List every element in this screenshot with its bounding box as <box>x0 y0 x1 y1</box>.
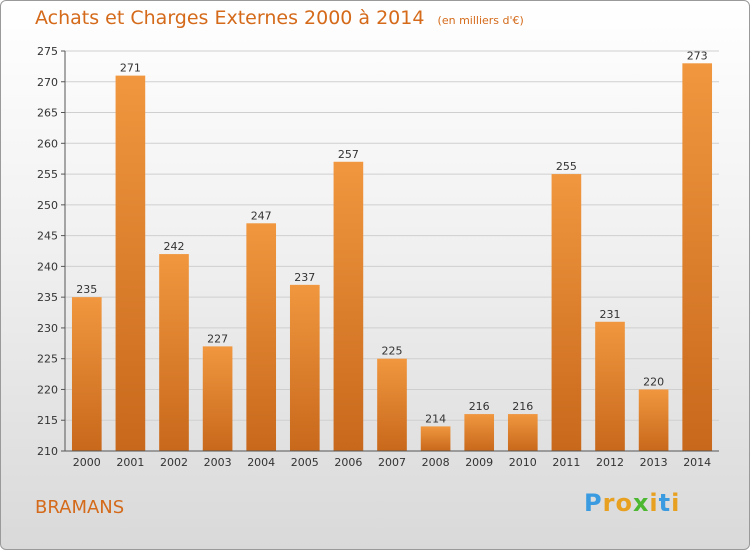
chart-subtitle: (en milliers d'€) <box>437 14 524 27</box>
data-label-2006: 257 <box>338 148 359 161</box>
data-label-2011: 255 <box>556 160 577 173</box>
y-tick-label: 220 <box>37 383 58 396</box>
x-tick-label-2002: 2002 <box>160 456 188 469</box>
y-tick-label: 235 <box>37 291 58 304</box>
data-label-2009: 216 <box>469 400 490 413</box>
y-tick-label: 225 <box>37 353 58 366</box>
y-tick-label: 240 <box>37 260 58 273</box>
x-tick-label-2003: 2003 <box>204 456 232 469</box>
x-tick-label-2004: 2004 <box>247 456 275 469</box>
y-tick-label: 245 <box>37 230 58 243</box>
chart-title: Achats et Charges Externes 2000 à 2014 <box>35 7 425 29</box>
x-tick-label-2001: 2001 <box>116 456 144 469</box>
data-label-2007: 225 <box>382 345 403 358</box>
y-tick-label: 265 <box>37 107 58 120</box>
y-tick-label: 230 <box>37 322 58 335</box>
x-tick-label-2012: 2012 <box>596 456 624 469</box>
axes: 210 215 220 225 230 235 240 245 250 255 260 265 270 2… <box>37 45 719 469</box>
logo-letter: P <box>584 489 603 517</box>
x-tick-label-2008: 2008 <box>422 456 450 469</box>
bar-2011 <box>551 174 582 452</box>
x-tick-label-2011: 2011 <box>552 456 580 469</box>
bar-2005 <box>289 284 320 451</box>
bar-2002 <box>159 254 189 451</box>
y-tick-label: 250 <box>37 199 58 212</box>
x-tick-label-2007: 2007 <box>378 456 406 469</box>
bar-2009 <box>464 414 495 451</box>
bar-2006 <box>333 161 364 451</box>
logo-letter: r <box>602 489 616 517</box>
data-label-2014: 273 <box>687 49 708 62</box>
y-tick-label: 275 <box>37 45 58 58</box>
y-tick-label: 215 <box>37 414 58 427</box>
y-tick-label: 270 <box>37 76 58 89</box>
bar-2012 <box>595 321 625 451</box>
bar-2001 <box>115 75 146 451</box>
bar-2003 <box>202 346 233 451</box>
x-tick-label-2005: 2005 <box>291 456 319 469</box>
x-tick-label-2006: 2006 <box>334 456 362 469</box>
data-label-2005: 237 <box>294 271 315 284</box>
x-tick-label-2010: 2010 <box>509 456 537 469</box>
data-label-2003: 227 <box>207 332 228 345</box>
y-tick-label: 260 <box>37 137 58 150</box>
logo-letter: x <box>632 489 650 517</box>
data-label-2002: 242 <box>164 240 185 253</box>
x-tick-label-2000: 2000 <box>73 456 101 469</box>
bar-2000 <box>71 297 102 451</box>
data-label-2008: 214 <box>425 412 446 425</box>
x-tick-label-2009: 2009 <box>465 456 493 469</box>
logo-letter: i <box>671 489 681 517</box>
logo-letter: t <box>658 489 672 517</box>
bar-2014 <box>682 63 713 452</box>
y-tick-label: 210 <box>37 445 58 458</box>
bar-2008 <box>420 426 451 451</box>
bars: 235 271 242 227 247 237 257 225 214 216 216 255 231 2… <box>71 49 713 452</box>
commune-name: BRAMANS <box>35 497 125 518</box>
y-tick-label: 255 <box>37 168 58 181</box>
logo-letter: o <box>615 489 633 517</box>
bar-2004 <box>246 223 277 451</box>
proxiti-logo: Proxiti <box>584 489 680 517</box>
data-label-2000: 235 <box>76 283 97 296</box>
data-label-2010: 216 <box>512 400 533 413</box>
data-label-2013: 220 <box>643 375 664 388</box>
bar-2007 <box>377 358 407 451</box>
bar-2013 <box>638 389 669 451</box>
data-label-2012: 231 <box>600 308 621 321</box>
bar-2010 <box>507 414 538 451</box>
logo-letter: i <box>649 489 659 517</box>
data-label-2001: 271 <box>120 62 141 75</box>
data-label-2004: 247 <box>251 209 272 222</box>
x-tick-label-2013: 2013 <box>640 456 668 469</box>
x-tick-label-2014: 2014 <box>683 456 711 469</box>
title-row: Achats et Charges Externes 2000 à 2014 (… <box>35 7 524 29</box>
